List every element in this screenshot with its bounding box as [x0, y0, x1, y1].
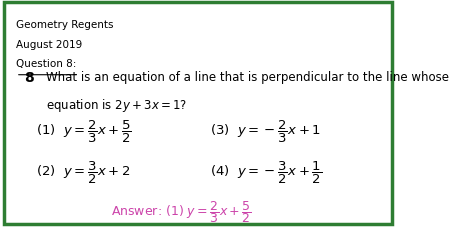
- Text: Answer: (1) $y = \dfrac{2}{3}x + \dfrac{5}{2}$: Answer: (1) $y = \dfrac{2}{3}x + \dfrac{…: [111, 199, 252, 225]
- Text: 8: 8: [24, 71, 34, 85]
- Text: equation is $2y + 3x = 1$?: equation is $2y + 3x = 1$?: [46, 97, 187, 114]
- Text: (2)  $y = \dfrac{3}{2}x + 2$: (2) $y = \dfrac{3}{2}x + 2$: [36, 160, 130, 186]
- FancyBboxPatch shape: [4, 2, 392, 224]
- Text: What is an equation of a line that is perpendicular to the line whose: What is an equation of a line that is pe…: [46, 71, 448, 84]
- Text: August 2019: August 2019: [16, 40, 82, 50]
- Text: Question 8:: Question 8:: [16, 59, 76, 69]
- Text: (1)  $y = \dfrac{2}{3}x + \dfrac{5}{2}$: (1) $y = \dfrac{2}{3}x + \dfrac{5}{2}$: [36, 119, 132, 145]
- Text: Geometry Regents: Geometry Regents: [16, 20, 113, 30]
- Text: (3)  $y = -\dfrac{2}{3}x + 1$: (3) $y = -\dfrac{2}{3}x + 1$: [210, 119, 321, 145]
- Text: (4)  $y = -\dfrac{3}{2}x + \dfrac{1}{2}$: (4) $y = -\dfrac{3}{2}x + \dfrac{1}{2}$: [210, 160, 322, 186]
